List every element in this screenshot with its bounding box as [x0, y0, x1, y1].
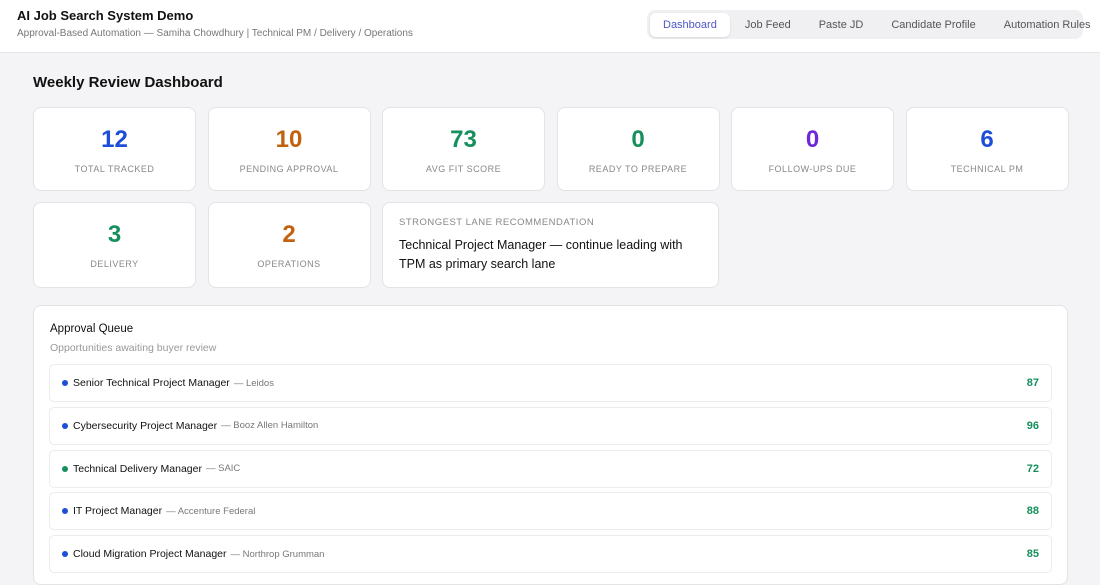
stat-card: 12 TOTAL TRACKED	[33, 107, 196, 191]
company: — SAIC	[205, 463, 241, 475]
fit-score: 85	[1026, 548, 1039, 561]
stat-label: AVG FIT SCORE	[425, 164, 502, 174]
status-dot	[62, 551, 68, 558]
header: AI Job Search System Demo Approval-Based…	[0, 0, 1100, 53]
stat-value: 10	[275, 126, 303, 153]
stat-card: 6 TECHNICAL PM	[905, 107, 1069, 191]
company: — Accenture Federal	[166, 505, 256, 517]
company: — Booz Allen Hamilton	[221, 420, 319, 432]
status-dot	[62, 422, 68, 429]
tab[interactable]: Paste JD	[818, 18, 864, 31]
stat-value: 73	[450, 126, 477, 153]
stat-label: TECHNICAL PM	[950, 164, 1024, 174]
fit-score: 88	[1026, 505, 1039, 518]
stat-card: 0 FOLLOW-UPS DUE	[731, 107, 894, 191]
stat-card: 0 READY TO PREPARE	[556, 107, 720, 191]
stat-value: 3	[107, 221, 122, 248]
stat-label: READY TO PREPARE	[588, 164, 688, 174]
role: Cloud Migration Project Manager	[73, 548, 227, 561]
queue-row[interactable]: Cybersecurity Project Manager — Booz Alle…	[49, 406, 1052, 445]
status-dot	[62, 465, 68, 472]
company: — Northrop Grumman	[230, 548, 325, 560]
queue-row[interactable]: Senior Technical Project Manager — Leidos…	[49, 364, 1052, 402]
tab[interactable]: Dashboard	[650, 12, 730, 37]
stat-label: PENDING APPROVAL	[239, 164, 339, 174]
stat-value: 2	[282, 221, 296, 248]
role: Technical Delivery Manager	[73, 462, 202, 475]
app-subtitle: Approval-Based Automation — Samiha Chowd…	[17, 28, 413, 39]
stat-card: 3 DELIVERY	[33, 202, 196, 288]
recommendation-text: Technical Project Manager — continue lea…	[399, 238, 683, 271]
role: Cybersecurity Project Manager	[73, 419, 218, 432]
recommendation-card: STRONGEST LANE RECOMMENDATION Technical …	[382, 202, 719, 288]
queue-title: Approval Queue	[50, 323, 134, 335]
queue-row[interactable]: IT Project Manager — Accenture Federal 88	[49, 492, 1052, 531]
company: — Leidos	[233, 377, 274, 389]
stat-value: 6	[980, 126, 994, 153]
tab[interactable]: Job Feed	[744, 18, 791, 31]
queue-row[interactable]: Cloud Migration Project Manager — Northro…	[49, 535, 1052, 574]
stat-card: 2 OPERATIONS	[207, 202, 371, 288]
stat-card: 10 PENDING APPROVAL	[207, 107, 371, 191]
approval-queue: Approval Queue Opportunities awaiting bu…	[33, 305, 1068, 585]
status-dot	[62, 380, 68, 386]
stat-label: OPERATIONS	[257, 259, 321, 269]
queue-row[interactable]: Technical Delivery Manager — SAIC 72	[49, 449, 1052, 488]
fit-score: 96	[1026, 419, 1039, 432]
fit-score: 87	[1026, 377, 1039, 389]
tab-bar: Dashboard Job Feed Paste JD Candidate Pr…	[647, 10, 1091, 39]
recommendation-label: STRONGEST LANE RECOMMENDATION	[399, 217, 595, 228]
status-dot	[62, 508, 68, 515]
queue-subtitle: Opportunities awaiting buyer review	[50, 342, 217, 354]
stat-label: DELIVERY	[90, 259, 139, 269]
section-title: Weekly Review Dashboard	[33, 74, 223, 91]
tab[interactable]: Automation Rules	[1003, 18, 1091, 31]
stat-label: TOTAL TRACKED	[74, 164, 155, 174]
stat-value: 0	[805, 126, 820, 153]
stat-value: 0	[631, 126, 645, 153]
role: IT Project Manager	[73, 505, 163, 518]
tab[interactable]: Candidate Profile	[891, 18, 976, 31]
app-title: AI Job Search System Demo	[17, 8, 194, 23]
role: Senior Technical Project Manager	[73, 377, 230, 389]
stat-value: 12	[101, 126, 128, 153]
stat-card: 73 AVG FIT SCORE	[382, 107, 545, 191]
fit-score: 72	[1026, 462, 1039, 475]
stat-label: FOLLOW-UPS DUE	[768, 164, 857, 174]
